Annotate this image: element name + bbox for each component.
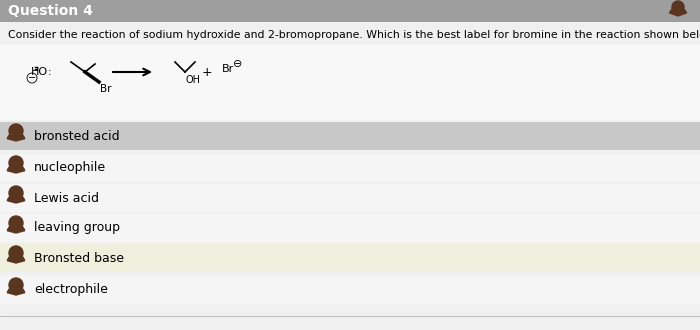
FancyBboxPatch shape xyxy=(0,0,700,22)
Text: Consider the reaction of sodium hydroxide and 2-bromopropane. Which is the best : Consider the reaction of sodium hydroxid… xyxy=(8,30,700,40)
Wedge shape xyxy=(7,194,24,203)
Wedge shape xyxy=(7,286,24,295)
Text: Bronsted base: Bronsted base xyxy=(34,251,124,265)
FancyBboxPatch shape xyxy=(0,154,700,182)
FancyBboxPatch shape xyxy=(0,244,700,272)
Text: ⊖: ⊖ xyxy=(233,59,242,69)
FancyBboxPatch shape xyxy=(0,45,700,120)
Circle shape xyxy=(9,246,23,260)
Text: electrophile: electrophile xyxy=(34,283,108,296)
Circle shape xyxy=(9,156,23,170)
Wedge shape xyxy=(669,7,687,16)
Wedge shape xyxy=(7,164,24,173)
FancyBboxPatch shape xyxy=(0,122,700,150)
Wedge shape xyxy=(7,224,24,233)
Text: Br: Br xyxy=(222,64,235,74)
FancyBboxPatch shape xyxy=(0,184,700,212)
Text: HO: HO xyxy=(31,67,48,77)
Circle shape xyxy=(9,278,23,292)
Text: Br: Br xyxy=(100,84,111,94)
Text: −: − xyxy=(28,73,36,83)
Text: Question 4: Question 4 xyxy=(8,4,93,18)
Text: :: : xyxy=(48,67,52,77)
FancyBboxPatch shape xyxy=(0,214,700,242)
Text: OH: OH xyxy=(186,75,201,85)
FancyBboxPatch shape xyxy=(0,276,700,304)
Circle shape xyxy=(9,124,23,138)
Text: bronsted acid: bronsted acid xyxy=(34,129,120,143)
Circle shape xyxy=(672,1,684,13)
Text: nucleophile: nucleophile xyxy=(34,161,106,175)
Wedge shape xyxy=(7,254,24,263)
Circle shape xyxy=(9,216,23,230)
Wedge shape xyxy=(7,132,24,141)
Circle shape xyxy=(9,186,23,200)
Text: +: + xyxy=(202,65,212,79)
Text: leaving group: leaving group xyxy=(34,221,120,235)
Text: Lewis acid: Lewis acid xyxy=(34,191,99,205)
